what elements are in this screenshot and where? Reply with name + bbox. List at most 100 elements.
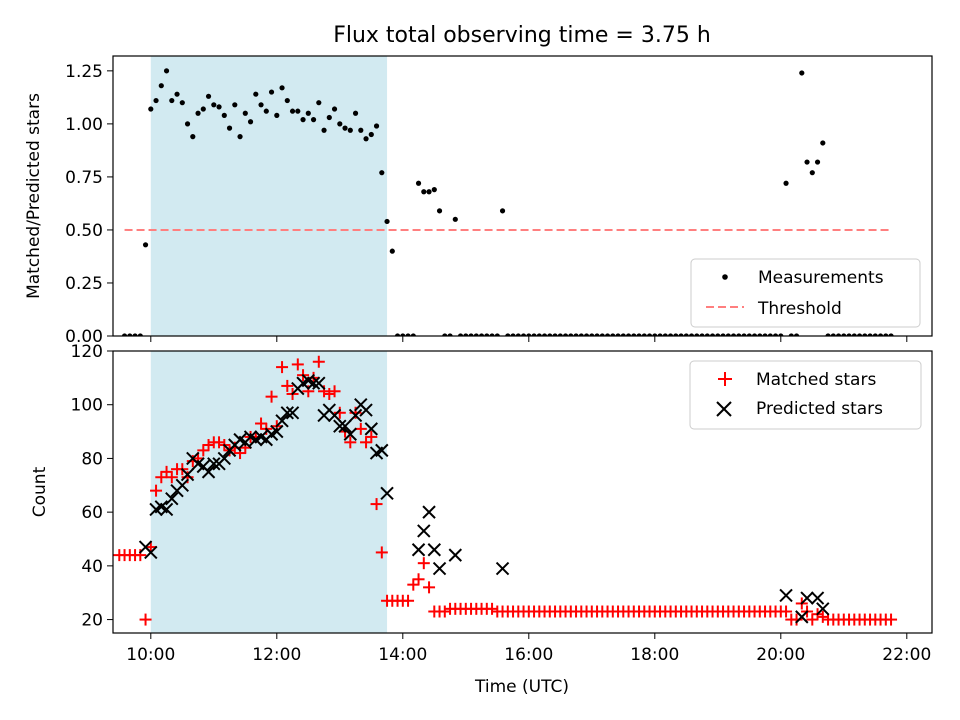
- top-legend: Measurements Threshold: [690, 258, 921, 328]
- bottom-y-axis-label: Count: [30, 466, 50, 517]
- measurements-point: [604, 333, 611, 336]
- measurements-point: [547, 333, 553, 336]
- matched-stars-point: [486, 602, 499, 615]
- bottom-y-tick-label: 120: [71, 342, 103, 362]
- measurements-point: [184, 121, 191, 127]
- measurements-point: [494, 333, 500, 336]
- predicted-stars-point: [159, 502, 174, 517]
- measurements-point: [536, 333, 542, 336]
- measurements-point: [799, 70, 805, 76]
- measurements-point: [683, 333, 689, 336]
- matched-stars-point: [402, 594, 415, 607]
- measurements-point: [814, 159, 821, 165]
- measurements-point: [788, 333, 794, 336]
- measurements-point: [316, 100, 322, 106]
- predicted-stars-point: [417, 524, 431, 538]
- measurements-point: [888, 333, 894, 336]
- matched-stars-point: [150, 484, 163, 497]
- predicted-stars-point: [411, 543, 426, 557]
- measurements-point: [352, 110, 359, 116]
- matched-stars-point: [780, 605, 793, 618]
- measurements-point: [620, 333, 626, 336]
- measurements-point: [862, 333, 868, 336]
- predicted-stars-point: [175, 478, 190, 492]
- measurements-point: [573, 333, 579, 336]
- measurements-point: [631, 333, 637, 336]
- measurements-point: [400, 333, 406, 336]
- measurements-point: [825, 333, 831, 336]
- measurements-point: [667, 333, 674, 336]
- top-plot-frame: [112, 55, 933, 337]
- measurements-point: [856, 333, 863, 336]
- measurements-point: [200, 106, 206, 112]
- predicted-stars-point: [427, 543, 442, 557]
- measurements-point: [484, 333, 490, 336]
- measurements-point: [436, 208, 443, 214]
- measurements-point: [704, 333, 710, 336]
- measurements-point: [715, 333, 721, 336]
- matched-stars-point: [255, 417, 268, 430]
- measurements-point: [300, 117, 306, 123]
- measurements-point: [757, 333, 763, 336]
- measurements-point: [636, 333, 642, 336]
- matched-stars-point: [197, 444, 210, 457]
- measurements-point: [289, 108, 296, 114]
- bottom-plot-frame: [112, 350, 933, 634]
- predicted-stars-point: [306, 376, 321, 390]
- measurements-point: [688, 333, 695, 336]
- measurements-point: [337, 121, 343, 127]
- measurements-point: [153, 97, 159, 104]
- measurements-point: [295, 108, 301, 114]
- measurements-point: [709, 333, 716, 336]
- matched-stars-point: [375, 546, 388, 559]
- measurements-point: [641, 333, 647, 336]
- bottom-legend-box: [689, 360, 922, 430]
- measurements-point: [662, 333, 668, 336]
- series-predicted-stars: [138, 373, 830, 624]
- measurements-point: [615, 333, 621, 336]
- measurements-point: [279, 85, 285, 91]
- measurements-point: [268, 89, 275, 95]
- x-tick-label: 10:00: [126, 645, 175, 665]
- measurements-point: [578, 333, 584, 336]
- matched-stars-point: [160, 465, 173, 478]
- predicted-stars-point: [275, 414, 289, 428]
- measurements-point: [531, 333, 537, 336]
- bottom-y-tick-label: 20: [81, 611, 103, 631]
- measurements-point: [589, 333, 595, 336]
- measurements-point: [379, 170, 385, 176]
- predicted-stars-point: [144, 545, 158, 560]
- measurements-point: [657, 333, 663, 336]
- top-y-tick-label: 0.50: [65, 221, 103, 241]
- matched-stars-point: [365, 430, 378, 443]
- measurements-point: [820, 140, 826, 146]
- measurements-point: [877, 333, 884, 336]
- bottom-y-tick-label: 100: [71, 396, 103, 416]
- predicted-stars-point: [217, 451, 232, 466]
- matched-stars-point: [806, 613, 819, 626]
- measurements-point: [310, 117, 317, 123]
- measurements-point: [132, 333, 138, 336]
- measurements-point: [331, 106, 338, 112]
- bottom-y-tick-label: 80: [81, 449, 103, 469]
- predicted-stars-point: [280, 406, 295, 420]
- measurements-point: [557, 333, 563, 336]
- measurements-point: [205, 93, 212, 99]
- measurements-point: [195, 110, 201, 116]
- measurements-point: [499, 208, 506, 214]
- measurements-point: [730, 333, 737, 336]
- legend-label-threshold: Threshold: [757, 299, 842, 319]
- measurements-point: [368, 131, 374, 138]
- measurements-point: [148, 106, 154, 112]
- measurements-point: [137, 333, 143, 336]
- top-y-axis-label: Matched/Predicted stars: [24, 93, 44, 299]
- matched-stars-point: [281, 379, 294, 392]
- measurements-point: [426, 189, 432, 195]
- measurements-point: [678, 333, 684, 336]
- measurements-point: [568, 333, 574, 336]
- matched-stars-point: [155, 471, 168, 484]
- measurements-point: [347, 127, 353, 133]
- predicted-stars-point: [380, 486, 394, 501]
- matched-stars-point: [328, 385, 341, 398]
